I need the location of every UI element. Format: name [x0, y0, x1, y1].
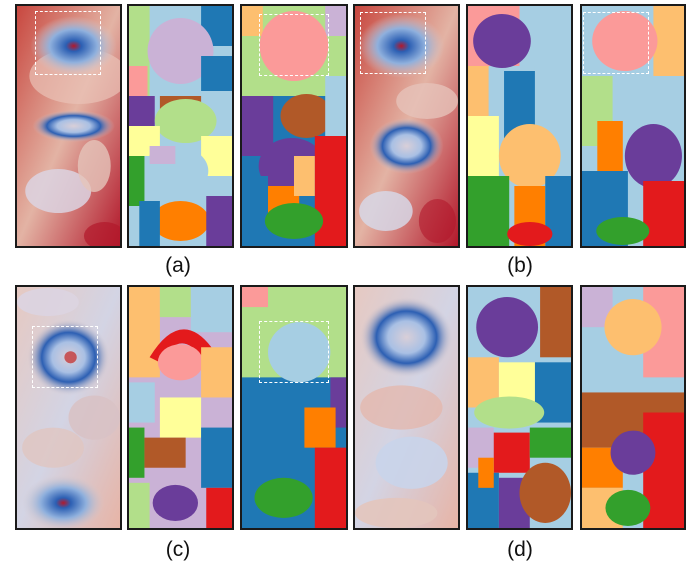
caption-c: (c)	[165, 538, 191, 561]
caption-b: (b)	[507, 254, 533, 277]
highlight-box-a	[35, 11, 101, 75]
segment-panel-c-1	[127, 285, 234, 530]
field-panel-d	[353, 285, 460, 530]
highlight-box-c-2	[259, 321, 329, 383]
segment-panel-d-2	[580, 285, 686, 530]
caption-a: (a)	[165, 254, 191, 277]
segment-panel-d-1	[466, 285, 573, 530]
segment-panel-b-1	[466, 4, 573, 248]
caption-d: (d)	[507, 538, 533, 561]
segment-panel-a-1	[127, 4, 234, 248]
highlight-box-b	[360, 12, 426, 74]
highlight-box-c	[32, 326, 98, 388]
highlight-box-b-2	[583, 12, 649, 74]
segment-panel-b-2	[580, 4, 686, 248]
highlight-box-a-2	[259, 14, 329, 76]
field-panel-b	[353, 4, 460, 248]
field-panel-a	[15, 4, 122, 248]
field-panel-c	[15, 285, 122, 530]
